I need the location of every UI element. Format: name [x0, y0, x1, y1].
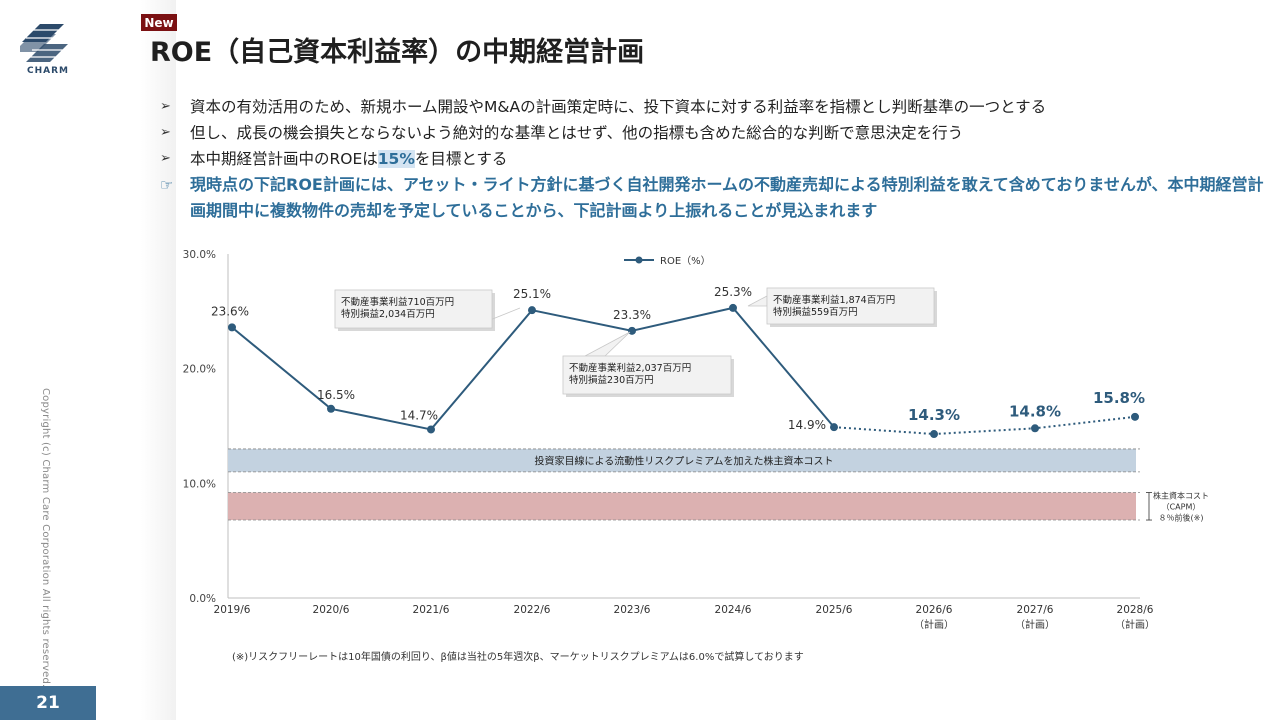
x-tick-label: 2019/6 [214, 604, 251, 616]
footnote: (※)リスクフリーレートは10年国債の利回り、β値は当社の5年週次β、マーケット… [232, 652, 804, 663]
x-tick-label: 2026/6 [916, 604, 953, 616]
page-number: 21 [0, 686, 96, 720]
x-tick-label: 2027/6 [1017, 604, 1054, 616]
data-point [1131, 412, 1139, 421]
callout-text: 不動産事業利益2,037百万円 [569, 362, 691, 374]
data-point [327, 404, 335, 413]
data-label: 14.9% [788, 418, 826, 432]
x-tick-label: 2024/6 [715, 604, 752, 616]
x-tick-label: 2023/6 [614, 604, 651, 616]
callout-text: 不動産事業利益710百万円 [341, 296, 454, 308]
callout-text: 特別損益559百万円 [773, 306, 858, 318]
charm-logo-icon [20, 24, 68, 62]
data-point [930, 430, 938, 439]
note-item: ☞ 現時点の下記ROE計画には、アセット・ライト方針に基づく自社開発ホームの不動… [160, 172, 1270, 224]
x-tick-label: 2025/6 [816, 604, 853, 616]
y-tick-label: 0.0% [189, 593, 216, 605]
callout-text: 特別損益230百万円 [569, 374, 654, 386]
pointing-hand-icon: ☞ [160, 176, 174, 194]
data-label: 25.3% [714, 285, 752, 299]
data-point [628, 326, 636, 335]
capm-note-text: 株主資本コスト [1153, 491, 1209, 501]
x-tick-sublabel: （計画） [1015, 618, 1055, 631]
bullet-item: ➢ 本中期経営計画中のROEは15%を目標とする [160, 146, 1270, 172]
callout-text: 特別損益2,034百万円 [341, 308, 435, 320]
data-label: 16.5% [317, 388, 355, 402]
data-label: 23.3% [613, 308, 651, 322]
callout-text: 不動産事業利益1,874百万円 [773, 294, 895, 306]
data-label: 14.3% [908, 406, 960, 424]
capm-note-text: （CAPM） [1162, 503, 1201, 512]
roe-line-plan [833, 415, 1136, 436]
data-label: 23.6% [211, 304, 249, 318]
page-title: ROE（自己資本利益率）の中期経営計画 [150, 37, 645, 68]
data-point [427, 425, 435, 434]
bullet-item: ➢ 但し、成長の機会損失とならないよう絶対的な基準とはせず、他の指標も含めた総合… [160, 120, 1270, 146]
bullet-text: 但し、成長の機会損失とならないよう絶対的な基準とはせず、他の指標も含めた総合的な… [190, 124, 964, 142]
callout-pointer [584, 331, 631, 357]
x-tick-sublabel: （計画） [1115, 618, 1155, 631]
logo-text: CHARM [27, 66, 69, 76]
left-sidebar [0, 0, 176, 720]
bullet-item: ➢ 資本の有効活用のため、新規ホーム開設やM&Aの計画策定時に、投下資本に対する… [160, 94, 1270, 120]
bullet-arrow-icon: ➢ [160, 99, 171, 114]
legend-label: ROE（%） [660, 255, 711, 267]
bullet-text: 資本の有効活用のため、新規ホーム開設やM&Aの計画策定時に、投下資本に対する利益… [190, 98, 1047, 116]
x-tick-label: 2020/6 [313, 604, 350, 616]
capm-note-text: ８％前後(※) [1159, 513, 1204, 523]
data-point [729, 303, 737, 312]
band-label: 投資家目線による流動性リスクプレミアムを加えた株主資本コスト [535, 454, 834, 467]
data-point [830, 423, 838, 432]
data-label: 15.8% [1093, 389, 1145, 407]
data-point [228, 323, 236, 332]
legend-marker [635, 256, 643, 264]
roe-target-highlight: 15% [377, 150, 415, 168]
bullet-list: ➢ 資本の有効活用のため、新規ホーム開設やM&Aの計画策定時に、投下資本に対する… [160, 94, 1270, 224]
new-badge: New [141, 14, 177, 31]
bullet-arrow-icon: ➢ [160, 151, 171, 166]
note-text: 現時点の下記ROE計画には、アセット・ライト方針に基づく自社開発ホームの不動産売… [190, 175, 1264, 220]
x-tick-sublabel: （計画） [914, 618, 954, 631]
callout-box [562, 355, 732, 395]
y-tick-label: 20.0% [183, 364, 216, 376]
cost-band [228, 492, 1136, 521]
x-tick-label: 2021/6 [413, 604, 450, 616]
bullet-arrow-icon: ➢ [160, 125, 171, 140]
data-label: 14.8% [1009, 402, 1061, 420]
y-tick-label: 10.0% [183, 478, 216, 490]
copyright-text: Copyright (c) Charm Care Corporation All… [40, 388, 51, 688]
x-tick-label: 2022/6 [514, 604, 551, 616]
bullet-text-before: 本中期経営計画中のROEは [190, 150, 378, 168]
cost-band [228, 448, 1136, 472]
bullet-text-after: を目標とする [414, 150, 508, 168]
roe-line-actual [231, 306, 835, 431]
data-point [528, 306, 536, 315]
data-label: 14.7% [400, 408, 438, 422]
callout-box [334, 289, 493, 329]
y-tick-label: 30.0% [183, 249, 216, 261]
data-label: 25.1% [513, 287, 551, 301]
callout-box [766, 287, 935, 325]
x-tick-label: 2028/6 [1117, 604, 1154, 616]
data-point [1031, 424, 1039, 433]
